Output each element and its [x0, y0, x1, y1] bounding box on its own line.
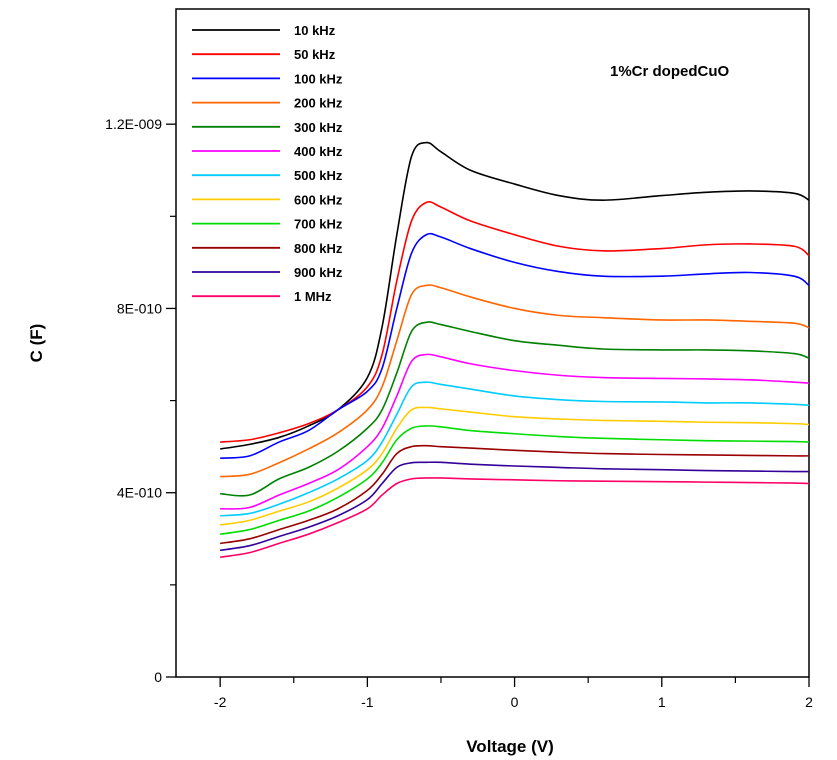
series-line-1-mhz	[220, 477, 810, 559]
legend-label-400-khz: 400 kHz	[294, 144, 343, 159]
series-line-400-khz	[220, 353, 810, 510]
legend-label-200-khz: 200 kHz	[294, 96, 343, 111]
x-tick-label: 1	[658, 694, 666, 710]
y-tick-label: 0	[154, 669, 162, 685]
series-layer	[220, 141, 810, 559]
legend-label-100-khz: 100 kHz	[294, 71, 343, 86]
legend-label-600-khz: 600 kHz	[294, 192, 343, 207]
legend: 10 kHz 50 kHz 100 kHz 200 kHz 300 kHz 400 kHz…	[192, 23, 343, 304]
y-tick-label: 1.2E-009	[105, 116, 162, 132]
legend-label-500-khz: 500 kHz	[294, 168, 343, 183]
series-line-500-khz	[220, 381, 810, 517]
legend-label-800-khz: 800 kHz	[294, 241, 343, 256]
x-axis-ticks: -2 -1 0 1 2	[214, 677, 813, 710]
plot-frame	[175, 8, 810, 678]
x-axis-title: Voltage (V)	[466, 737, 554, 756]
x-tick-label: -2	[214, 694, 227, 710]
legend-label-300-khz: 300 kHz	[294, 120, 343, 135]
series-line-600-khz	[220, 406, 810, 526]
legend-label-700-khz: 700 kHz	[294, 217, 343, 232]
y-tick-label: 4E-010	[117, 485, 162, 501]
sample-annotation: 1%Cr dopedCuO	[610, 63, 730, 80]
series-line-900-khz	[220, 461, 810, 552]
legend-label-10-khz: 10 kHz	[294, 23, 336, 38]
series-line-300-khz	[220, 321, 810, 497]
x-tick-label: 0	[511, 694, 519, 710]
y-axis-ticks: 0 4E-010 8E-010 1.2E-009	[105, 116, 176, 685]
legend-label-900-khz: 900 kHz	[294, 265, 343, 280]
series-line-100-khz	[220, 232, 810, 459]
series-line-10-khz	[220, 141, 810, 450]
axes	[175, 8, 810, 678]
legend-label-1-mhz: 1 MHz	[294, 289, 332, 304]
x-tick-label: -1	[361, 694, 374, 710]
legend-label-50-khz: 50 kHz	[294, 47, 336, 62]
series-line-200-khz	[220, 284, 810, 478]
series-line-700-khz	[220, 425, 810, 535]
y-tick-label: 8E-010	[117, 300, 162, 316]
y-axis-title: C (F)	[27, 324, 46, 363]
series-line-50-khz	[220, 201, 810, 443]
x-tick-label: 2	[805, 694, 813, 710]
series-line-800-khz	[220, 444, 810, 545]
